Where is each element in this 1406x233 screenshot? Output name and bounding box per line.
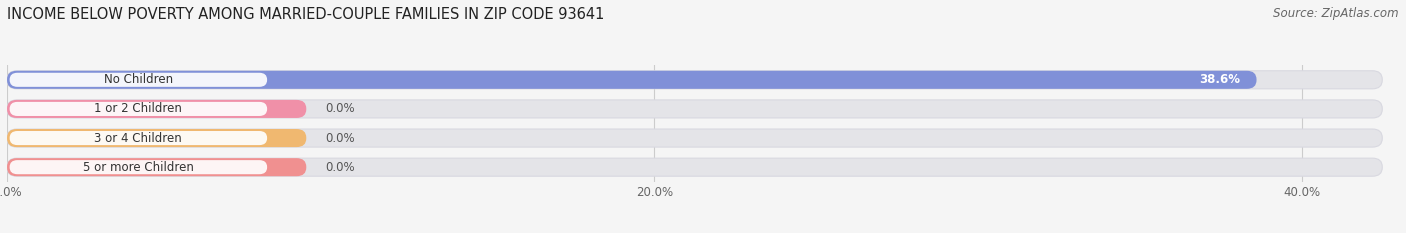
FancyBboxPatch shape bbox=[7, 158, 307, 176]
FancyBboxPatch shape bbox=[7, 129, 307, 147]
Text: 1 or 2 Children: 1 or 2 Children bbox=[94, 103, 183, 115]
FancyBboxPatch shape bbox=[7, 100, 1382, 118]
Text: 3 or 4 Children: 3 or 4 Children bbox=[94, 132, 183, 144]
FancyBboxPatch shape bbox=[10, 102, 267, 116]
FancyBboxPatch shape bbox=[7, 129, 1382, 147]
Text: 0.0%: 0.0% bbox=[326, 103, 356, 115]
FancyBboxPatch shape bbox=[7, 100, 307, 118]
Text: INCOME BELOW POVERTY AMONG MARRIED-COUPLE FAMILIES IN ZIP CODE 93641: INCOME BELOW POVERTY AMONG MARRIED-COUPL… bbox=[7, 7, 605, 22]
Text: 5 or more Children: 5 or more Children bbox=[83, 161, 194, 174]
Text: Source: ZipAtlas.com: Source: ZipAtlas.com bbox=[1274, 7, 1399, 20]
Text: 38.6%: 38.6% bbox=[1199, 73, 1240, 86]
Text: 0.0%: 0.0% bbox=[326, 161, 356, 174]
FancyBboxPatch shape bbox=[10, 160, 267, 174]
FancyBboxPatch shape bbox=[7, 71, 1257, 89]
FancyBboxPatch shape bbox=[10, 131, 267, 145]
FancyBboxPatch shape bbox=[7, 71, 1382, 89]
FancyBboxPatch shape bbox=[7, 158, 1382, 176]
Text: No Children: No Children bbox=[104, 73, 173, 86]
FancyBboxPatch shape bbox=[10, 73, 267, 87]
Text: 0.0%: 0.0% bbox=[326, 132, 356, 144]
